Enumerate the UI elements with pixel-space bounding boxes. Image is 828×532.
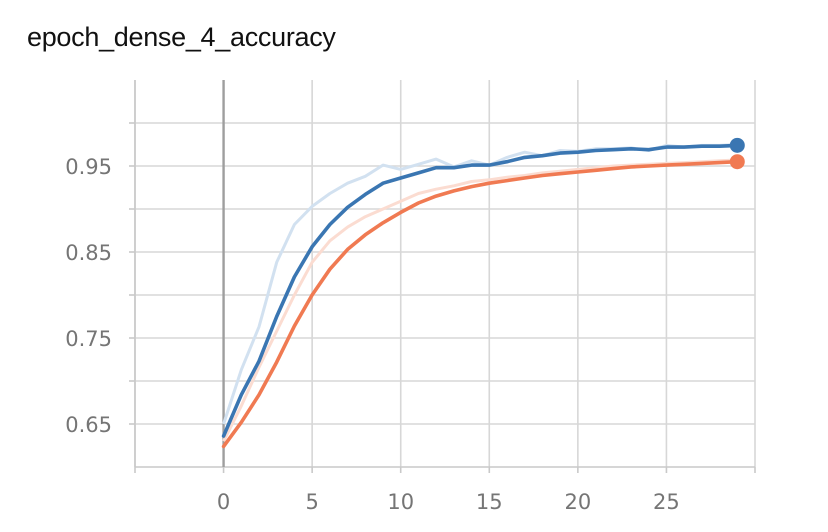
y-tick-label: 0.75 <box>65 327 112 351</box>
series-end-marker <box>729 137 745 153</box>
x-tick-label: 5 <box>305 490 318 514</box>
axes <box>129 80 756 473</box>
x-tick-label: 0 <box>217 490 230 514</box>
raw-series-line <box>222 158 738 442</box>
y-tick-label: 0.95 <box>65 155 112 179</box>
chart-title: epoch_dense_4_accuracy <box>27 22 336 52</box>
series-line <box>221 159 740 449</box>
series-end-marker <box>729 154 745 170</box>
x-tick-labels: 0 5 10 15 20 25 <box>217 490 680 514</box>
y-tick-label: 0.65 <box>65 413 112 437</box>
y-tick-labels: 0.65 0.75 0.85 0.95 <box>65 155 112 437</box>
smoothed-series-lines <box>221 143 740 449</box>
x-tick-label: 10 <box>387 490 414 514</box>
y-tick-label: 0.85 <box>65 241 112 265</box>
raw-series-lines <box>222 143 738 442</box>
x-tick-label: 25 <box>653 490 680 514</box>
series-line <box>221 143 740 438</box>
x-tick-label: 20 <box>564 490 591 514</box>
x-tick-label: 15 <box>476 490 503 514</box>
end-markers <box>729 137 745 170</box>
